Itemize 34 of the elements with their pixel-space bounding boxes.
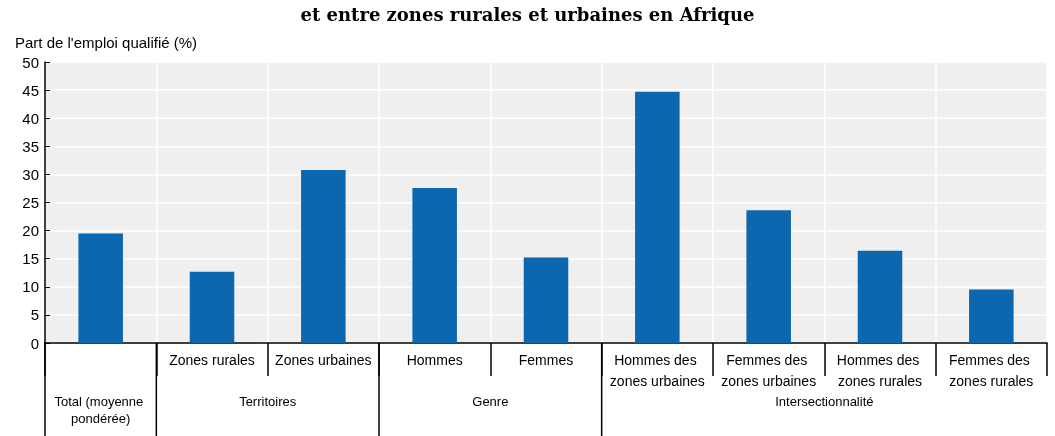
x-tick-label: Zones urbaines — [275, 351, 372, 368]
y-tick-label: 15 — [22, 250, 39, 268]
x-tick-label: Femmes des zones urbaines — [721, 351, 817, 389]
x-tick-label: Hommes des zones rurales — [836, 351, 924, 389]
text: Intersectionnalité — [775, 394, 874, 409]
x-tick-label: Femmes — [518, 351, 574, 368]
x-tick-label: Hommes — [406, 351, 463, 368]
y-tick-label: 10 — [22, 278, 39, 296]
bar — [412, 187, 457, 343]
bar — [857, 250, 903, 343]
text: Genre — [472, 394, 509, 409]
y-axis-title: Part de l'emploi qualifié (%) — [15, 34, 198, 51]
bar — [635, 91, 680, 343]
x-tick-label: Hommes des zones urbaines — [609, 351, 705, 389]
bar — [78, 233, 123, 343]
y-tick-label: 50 — [22, 53, 39, 71]
x-tick-label: Femmes des zones rurales — [948, 351, 1034, 389]
bar — [523, 257, 569, 343]
y-tick-label: 40 — [22, 109, 39, 127]
y-tick-label: 35 — [22, 137, 39, 155]
bar — [301, 169, 346, 343]
x-tick-label: Zones rurales — [169, 351, 255, 368]
y-tick-label: 0 — [30, 334, 39, 352]
chart-title: et entre zones rurales et urbaines en Afrique — [300, 3, 755, 25]
y-tick-label: 45 — [22, 81, 39, 99]
y-tick-label: 25 — [22, 194, 39, 211]
text: Territoires — [239, 394, 297, 409]
y-tick-label: 30 — [22, 165, 39, 183]
bar — [746, 210, 791, 343]
y-tick-label: 20 — [22, 222, 39, 240]
bar — [969, 289, 1014, 343]
y-tick-label: 5 — [30, 306, 39, 324]
text: Total (moyenne pondérée) — [54, 394, 147, 426]
bar — [189, 271, 235, 343]
